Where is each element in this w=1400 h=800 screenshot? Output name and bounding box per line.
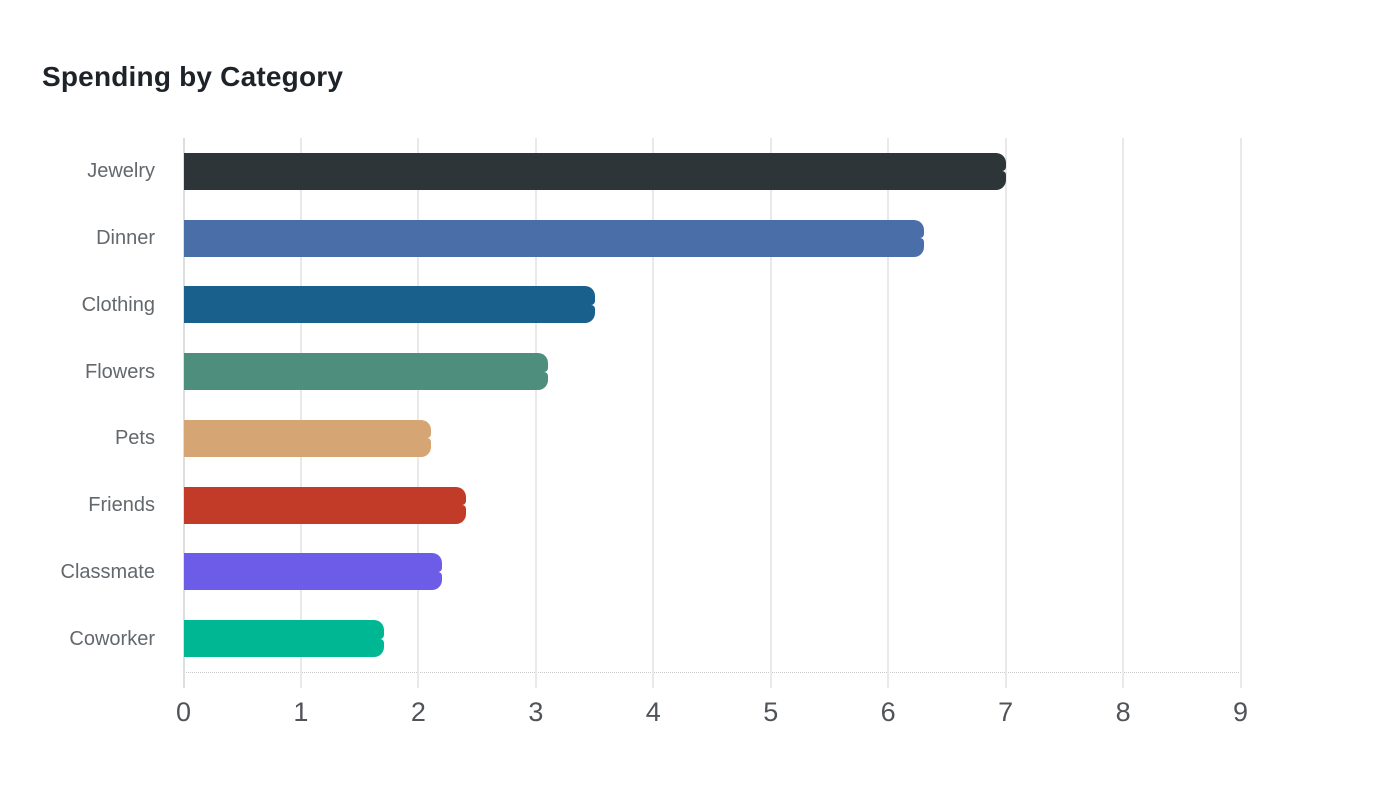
category-label-clothing: Clothing xyxy=(81,293,155,316)
x-tick-label: 0 xyxy=(175,697,192,727)
x-tick-label: 7 xyxy=(998,697,1014,727)
bar-segment xyxy=(184,171,1007,190)
x-axis-baseline xyxy=(184,672,1241,673)
bar-clothing[interactable] xyxy=(184,286,596,324)
x-tick-label: 9 xyxy=(1233,697,1249,727)
gridline xyxy=(299,138,302,688)
bar-segment xyxy=(184,286,596,305)
bar-pets[interactable] xyxy=(184,419,431,457)
bar-segment xyxy=(184,505,466,524)
x-tick-label: 3 xyxy=(528,697,544,727)
x-axis-zero-line xyxy=(182,138,185,688)
bar-segment xyxy=(184,553,443,572)
bar-segment xyxy=(184,486,466,506)
bar-jewelry[interactable] xyxy=(184,152,1007,190)
category-label-coworker: Coworker xyxy=(69,627,155,650)
x-tick-label: 8 xyxy=(1115,697,1131,727)
category-label-jewelry: Jewelry xyxy=(87,160,155,183)
bar-flowers[interactable] xyxy=(184,353,549,391)
gridline xyxy=(1239,138,1242,688)
category-label-dinner: Dinner xyxy=(96,227,155,250)
bar-segment xyxy=(184,304,596,324)
gridline xyxy=(534,138,537,688)
bar-segment xyxy=(184,638,384,658)
x-tick-label: 4 xyxy=(645,697,661,727)
category-label-friends: Friends xyxy=(88,494,155,517)
x-tick-label: 1 xyxy=(293,697,309,727)
x-tick-label: 6 xyxy=(880,697,896,727)
gridline xyxy=(417,138,420,688)
category-label-pets: Pets xyxy=(114,427,155,450)
bar-segment xyxy=(184,353,549,372)
bar-friends[interactable] xyxy=(184,486,466,524)
gridline xyxy=(769,138,772,688)
category-label-classmate: Classmate xyxy=(60,560,155,583)
bar-classmate[interactable] xyxy=(184,553,443,591)
bar-segment xyxy=(184,571,443,591)
x-tick-label: 2 xyxy=(410,697,426,727)
bar-segment xyxy=(184,371,549,391)
bar-dinner[interactable] xyxy=(184,219,924,257)
chart-title: Spending by Category xyxy=(42,61,344,92)
gridline xyxy=(887,138,890,688)
bar-coworker[interactable] xyxy=(184,620,384,658)
gridline xyxy=(1004,138,1007,688)
bar-segment xyxy=(184,419,431,439)
gridline xyxy=(652,138,655,688)
bar-segment xyxy=(184,620,384,639)
gridline xyxy=(1122,138,1125,688)
bar-segment xyxy=(184,238,924,257)
category-label-flowers: Flowers xyxy=(84,360,155,383)
bar-segment xyxy=(184,219,924,239)
x-tick-label: 5 xyxy=(763,697,779,727)
bar-segment xyxy=(184,438,431,457)
bar-segment xyxy=(184,152,1007,172)
